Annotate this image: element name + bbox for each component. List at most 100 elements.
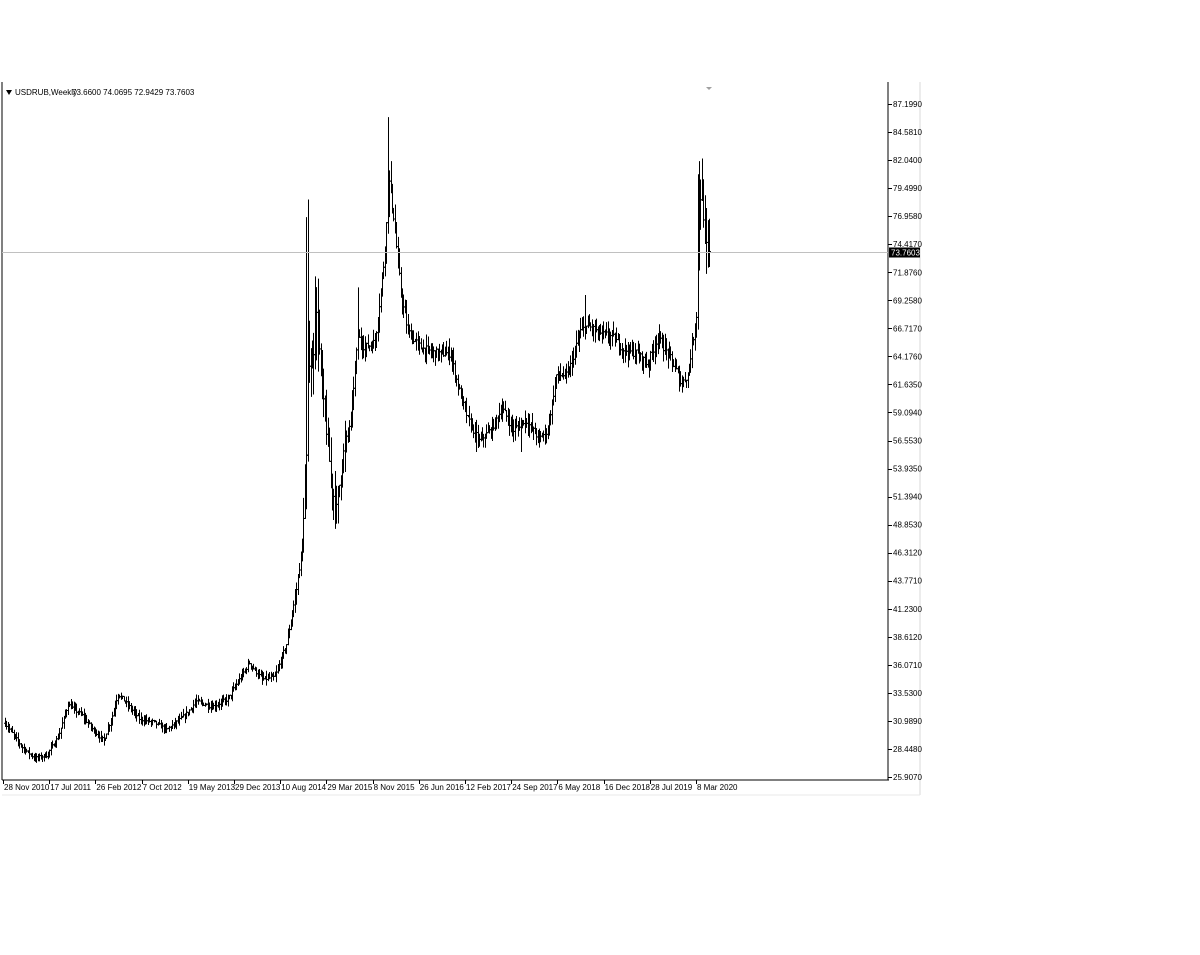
y-tick-label: 33.5300 xyxy=(893,689,922,698)
price-bar xyxy=(302,497,305,553)
price-bar xyxy=(708,218,711,267)
ohlc-values: 73.6600 74.0695 72.9429 73.7603 xyxy=(72,88,195,97)
x-tick: 29 Dec 2013 xyxy=(234,780,281,792)
y-tick-label: 61.6350 xyxy=(893,380,922,389)
y-tick: 46.3120 xyxy=(888,549,922,558)
price-bar xyxy=(123,695,126,702)
price-bar xyxy=(382,261,385,280)
y-tick: 43.7710 xyxy=(888,577,922,586)
y-tick-label: 74.4170 xyxy=(893,240,922,249)
price-bar xyxy=(562,366,565,380)
y-tick: 87.1990 xyxy=(888,100,922,109)
price-bar xyxy=(482,433,485,448)
x-tick: 19 May 2013 xyxy=(188,780,236,792)
price-bar xyxy=(504,400,507,412)
chart-header: USDRUB,Weekly 73.6600 74.0695 72.9429 73… xyxy=(6,88,195,97)
current-price-line-group: 73.7603 xyxy=(2,247,920,258)
x-tick: 28 Nov 2010 xyxy=(3,780,50,792)
price-bar xyxy=(138,709,141,724)
y-tick: 74.4170 xyxy=(888,240,922,249)
y-tick: 82.0400 xyxy=(888,156,922,165)
x-tick-label: 7 Oct 2012 xyxy=(143,783,183,792)
y-tick: 56.5530 xyxy=(888,437,922,446)
x-tick: 26 Feb 2012 xyxy=(95,780,142,792)
y-tick-label: 69.2580 xyxy=(893,296,922,305)
x-tick-label: 8 Nov 2015 xyxy=(374,783,415,792)
y-tick: 41.2300 xyxy=(888,605,922,614)
y-tick: 48.8530 xyxy=(888,521,922,530)
y-tick-label: 36.0710 xyxy=(893,661,922,670)
price-bar xyxy=(21,744,24,753)
price-bars xyxy=(4,117,711,763)
x-tick: 17 Jul 2011 xyxy=(49,780,92,792)
x-tick: 7 Oct 2012 xyxy=(142,780,183,792)
y-tick: 33.5300 xyxy=(888,689,922,698)
y-tick-label: 25.9070 xyxy=(893,773,922,782)
y-tick: 25.9070 xyxy=(888,773,922,782)
x-tick-label: 29 Mar 2015 xyxy=(327,783,372,792)
x-tick-label: 26 Jun 2016 xyxy=(420,783,465,792)
x-tick: 12 Feb 2017 xyxy=(465,780,511,792)
y-tick-label: 46.3120 xyxy=(893,549,922,558)
y-axis: 87.1990 84.5810 82.0400 79.4990 76.9580 74.41… xyxy=(888,100,922,782)
x-tick-label: 17 Jul 2011 xyxy=(50,783,91,792)
y-tick-label: 41.2300 xyxy=(893,605,922,614)
price-bar xyxy=(28,747,31,760)
y-tick: 38.6120 xyxy=(888,633,922,642)
y-tick: 36.0710 xyxy=(888,661,922,670)
x-tick: 6 May 2018 xyxy=(557,780,601,792)
y-tick-label: 48.8530 xyxy=(893,521,922,530)
y-tick-label: 53.9350 xyxy=(893,465,922,474)
price-bar xyxy=(60,727,63,739)
y-tick-label: 51.3940 xyxy=(893,493,922,502)
x-tick: 8 Mar 2020 xyxy=(696,780,738,792)
x-tick-label: 8 Mar 2020 xyxy=(697,783,738,792)
y-tick: 61.6350 xyxy=(888,380,922,389)
x-tick-label: 16 Dec 2018 xyxy=(605,783,651,792)
y-tick: 84.5810 xyxy=(888,128,922,137)
x-tick-label: 24 Sep 2017 xyxy=(512,783,558,792)
y-tick-label: 56.5530 xyxy=(893,437,922,446)
price-bar xyxy=(498,402,501,423)
x-tick-label: 12 Feb 2017 xyxy=(466,783,511,792)
x-axis: 28 Nov 2010 17 Jul 2011 26 Feb 2012 7 Oct 2… xyxy=(3,780,738,792)
x-tick: 16 Dec 2018 xyxy=(604,780,651,792)
x-tick-label: 29 Dec 2013 xyxy=(235,783,281,792)
y-tick: 30.9890 xyxy=(888,717,922,726)
x-tick-label: 6 May 2018 xyxy=(558,783,600,792)
shift-marker-icon[interactable] xyxy=(706,87,712,90)
y-tick: 59.0940 xyxy=(888,408,922,417)
y-tick: 66.7170 xyxy=(888,324,922,333)
x-tick-label: 10 Aug 2014 xyxy=(281,783,326,792)
price-bar xyxy=(579,317,582,339)
y-tick: 69.2580 xyxy=(888,296,922,305)
triangle-down-icon[interactable] xyxy=(6,90,12,95)
x-tick-label: 28 Jul 2019 xyxy=(651,783,693,792)
current-price-label: 73.7603 xyxy=(891,249,920,258)
price-bar xyxy=(155,720,158,729)
y-tick-label: 82.0400 xyxy=(893,156,922,165)
y-tick-label: 64.1760 xyxy=(893,352,922,361)
x-tick-label: 28 Nov 2010 xyxy=(4,783,50,792)
y-tick: 76.9580 xyxy=(888,212,922,221)
y-tick-label: 79.4990 xyxy=(893,184,922,193)
y-tick: 79.4990 xyxy=(888,184,922,193)
x-tick-label: 26 Feb 2012 xyxy=(96,783,141,792)
x-tick: 26 Jun 2016 xyxy=(419,780,465,792)
y-tick-label: 38.6120 xyxy=(893,633,922,642)
x-tick-label: 19 May 2013 xyxy=(189,783,236,792)
price-bar xyxy=(685,379,688,389)
y-tick-label: 71.8760 xyxy=(893,268,922,277)
y-tick-label: 87.1990 xyxy=(893,100,922,109)
y-tick-label: 76.9580 xyxy=(893,212,922,221)
y-tick: 71.8760 xyxy=(888,268,922,277)
y-tick-label: 28.4480 xyxy=(893,745,922,754)
price-bar xyxy=(255,667,258,677)
y-tick-label: 59.0940 xyxy=(893,408,922,417)
y-tick-label: 66.7170 xyxy=(893,324,922,333)
y-tick-label: 84.5810 xyxy=(893,128,922,137)
y-tick: 64.1760 xyxy=(888,352,922,361)
y-tick-label: 43.7710 xyxy=(893,577,922,586)
